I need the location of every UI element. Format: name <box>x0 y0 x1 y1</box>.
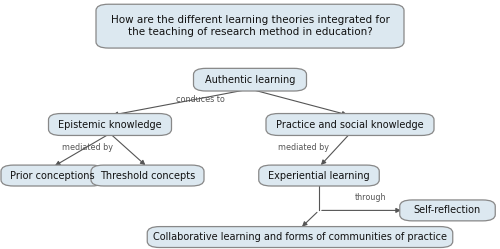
Text: mediated by: mediated by <box>278 143 330 152</box>
Text: Practice and social knowledge: Practice and social knowledge <box>276 120 424 129</box>
Text: Prior conceptions: Prior conceptions <box>10 171 95 181</box>
FancyBboxPatch shape <box>194 68 306 91</box>
Text: How are the different learning theories integrated for
the teaching of research : How are the different learning theories … <box>110 15 390 37</box>
FancyBboxPatch shape <box>48 114 172 135</box>
Text: Epistemic knowledge: Epistemic knowledge <box>58 120 162 129</box>
FancyBboxPatch shape <box>147 227 453 248</box>
FancyBboxPatch shape <box>259 165 380 186</box>
Text: Experiential learning: Experiential learning <box>268 171 370 181</box>
FancyBboxPatch shape <box>400 200 495 221</box>
Text: Threshold concepts: Threshold concepts <box>100 171 195 181</box>
FancyBboxPatch shape <box>96 4 404 48</box>
Text: mediated by: mediated by <box>62 143 113 152</box>
Text: Self-reflection: Self-reflection <box>414 205 481 215</box>
Text: Authentic learning: Authentic learning <box>205 75 295 85</box>
FancyBboxPatch shape <box>1 165 104 186</box>
FancyBboxPatch shape <box>266 114 434 135</box>
Text: through: through <box>355 193 387 202</box>
FancyBboxPatch shape <box>91 165 204 186</box>
Text: conduces to: conduces to <box>176 95 224 104</box>
Text: Collaborative learning and forms of communities of practice: Collaborative learning and forms of comm… <box>153 232 447 242</box>
